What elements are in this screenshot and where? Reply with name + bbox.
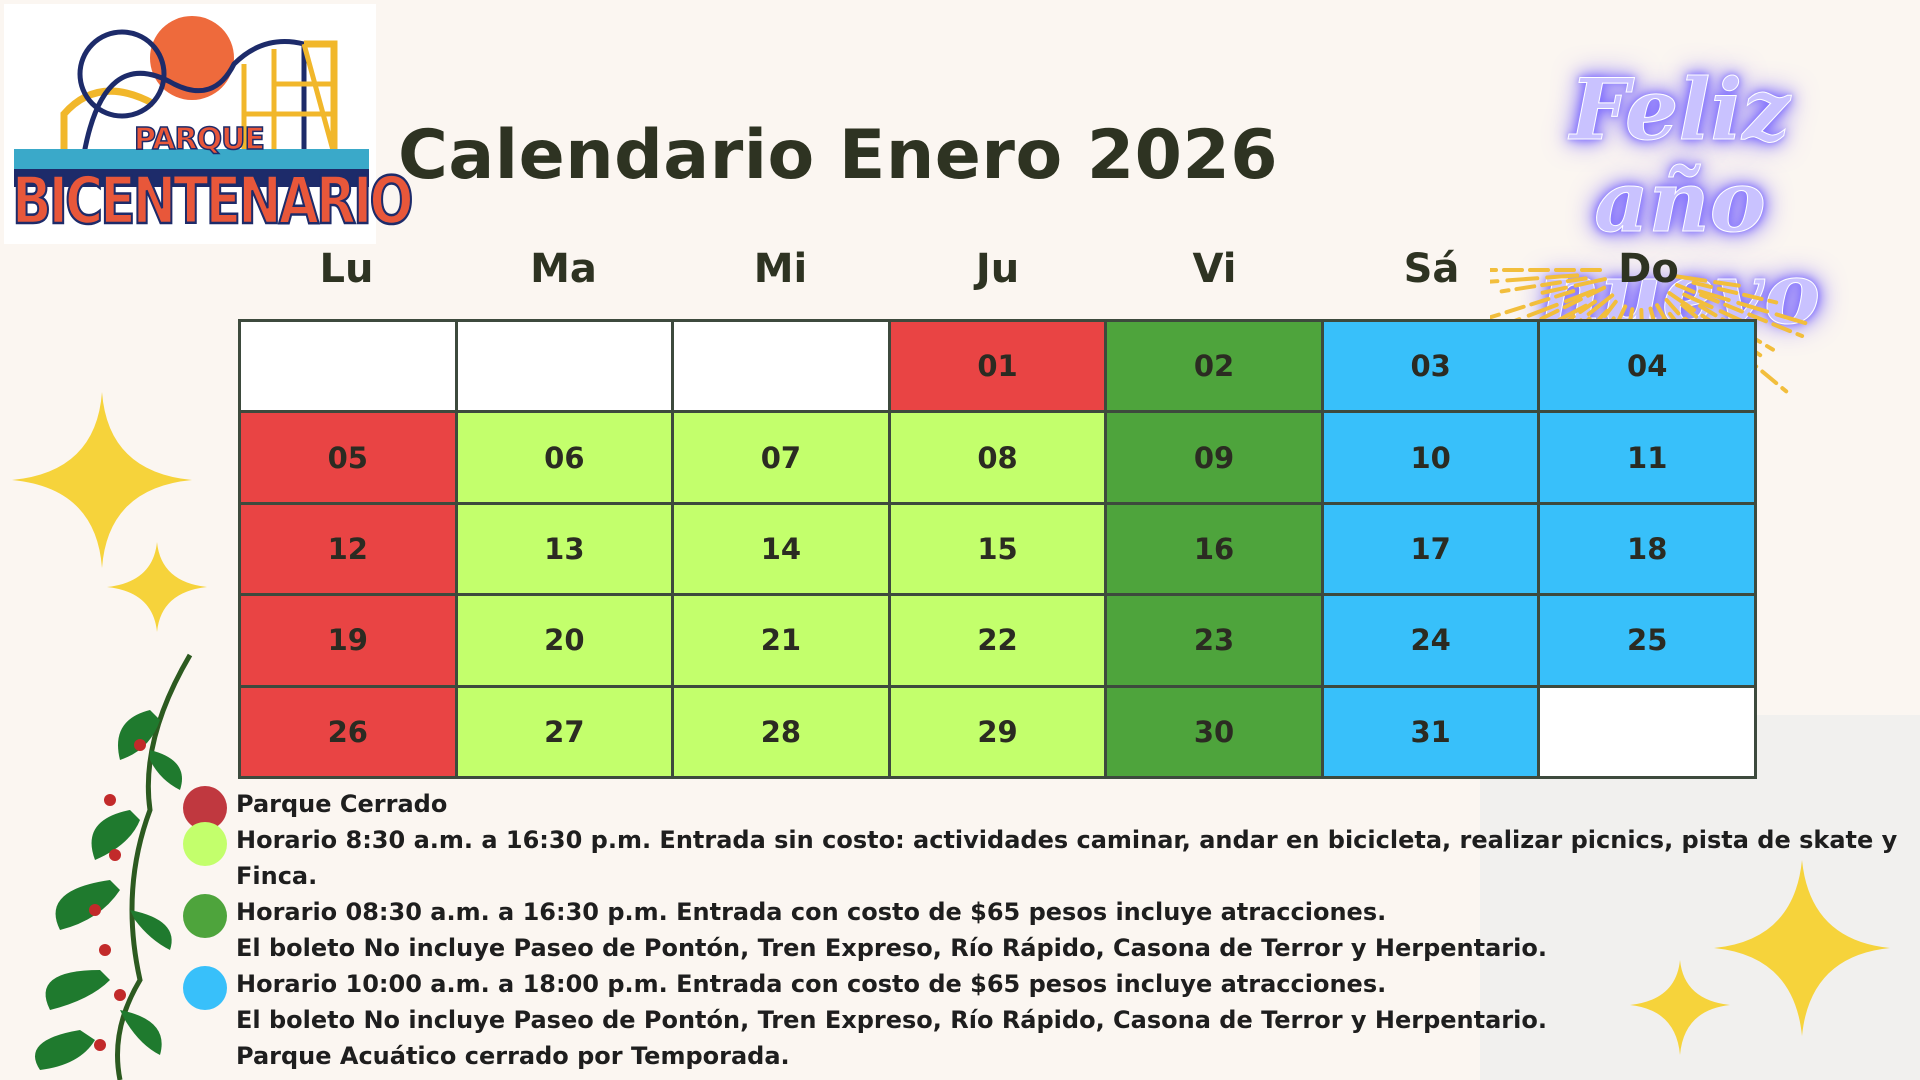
park-logo: PARQUE BICENTENARIO bbox=[4, 4, 415, 244]
legend-text: Parque Acuático cerrado por Temporada. bbox=[236, 1042, 790, 1070]
day-cell-22: 22 bbox=[890, 596, 1105, 685]
sparkle-star-icon-2 bbox=[1630, 860, 1890, 1055]
weekday-2: Mi bbox=[753, 246, 808, 292]
day-cell-31: 31 bbox=[1323, 687, 1538, 776]
roller-coaster-icon bbox=[14, 16, 369, 187]
empty-cell bbox=[674, 322, 888, 411]
day-cell-24: 24 bbox=[1323, 596, 1538, 685]
day-cell-10: 10 bbox=[1323, 413, 1538, 502]
legend-item-paid: Horario 08:30 a.m. a 16:30 p.m. Entrada … bbox=[183, 894, 1903, 966]
day-cell-18: 18 bbox=[1540, 504, 1754, 594]
day-cell-21: 21 bbox=[674, 596, 888, 685]
legend-dot-free bbox=[183, 822, 227, 866]
legend-item-free: Horario 8:30 a.m. a 16:30 p.m. Entrada s… bbox=[183, 822, 1903, 894]
weekday-1: Ma bbox=[530, 246, 597, 292]
legend-text: Horario 10:00 a.m. a 18:00 p.m. Entrada … bbox=[236, 970, 1387, 998]
day-cell-04: 04 bbox=[1540, 322, 1754, 411]
day-cell-13: 13 bbox=[457, 504, 672, 594]
weekday-6: Do bbox=[1618, 246, 1679, 292]
page-title: Calendario Enero 2026 bbox=[398, 116, 1279, 195]
day-cell-01: 01 bbox=[890, 322, 1105, 411]
day-cell-19: 19 bbox=[241, 596, 455, 685]
holly-leaves-icon bbox=[35, 653, 193, 1080]
weekday-5: Sá bbox=[1403, 246, 1460, 292]
day-cell-17: 17 bbox=[1323, 504, 1538, 594]
empty-cell bbox=[457, 322, 672, 411]
legend-text: El boleto No incluye Paseo de Pontón, Tr… bbox=[236, 1006, 1547, 1034]
day-cell-27: 27 bbox=[457, 687, 672, 776]
legend-item-weekend: Horario 10:00 a.m. a 18:00 p.m. Entrada … bbox=[183, 966, 1903, 1074]
legend-dot-paid bbox=[183, 894, 227, 938]
empty-cell bbox=[1540, 687, 1754, 776]
day-cell-29: 29 bbox=[890, 687, 1105, 776]
legend-dot-weekend bbox=[183, 966, 227, 1010]
logo-text-bicentenario: BICENTENARIO bbox=[11, 163, 415, 241]
day-cell-02: 02 bbox=[1107, 322, 1321, 411]
legend-text: Horario 8:30 a.m. a 16:30 p.m. Entrada s… bbox=[236, 826, 1898, 890]
day-cell-03: 03 bbox=[1323, 322, 1538, 411]
weekday-3: Ju bbox=[975, 246, 1020, 292]
empty-cell bbox=[241, 322, 455, 411]
day-cell-23: 23 bbox=[1107, 596, 1321, 685]
day-cell-15: 15 bbox=[890, 504, 1105, 594]
day-cell-07: 07 bbox=[674, 413, 888, 502]
legend-text: Horario 08:30 a.m. a 16:30 p.m. Entrada … bbox=[236, 898, 1387, 926]
day-cell-25: 25 bbox=[1540, 596, 1754, 685]
greeting-line-1: Feliz año bbox=[1569, 60, 1790, 251]
day-cell-12: 12 bbox=[241, 504, 455, 594]
day-cell-11: 11 bbox=[1540, 413, 1754, 502]
legend-item-closed: Parque Cerrado bbox=[183, 786, 1903, 830]
day-cell-09: 09 bbox=[1107, 413, 1321, 502]
legend: Parque Cerrado Horario 8:30 a.m. a 16:30 … bbox=[183, 786, 1903, 1074]
day-cell-14: 14 bbox=[674, 504, 888, 594]
day-cell-08: 08 bbox=[890, 413, 1105, 502]
weekday-header: Lu Ma Mi Ju Vi Sá Do bbox=[238, 246, 1758, 306]
legend-text: El boleto No incluye Paseo de Pontón, Tr… bbox=[236, 934, 1547, 962]
day-cell-16: 16 bbox=[1107, 504, 1321, 594]
day-cell-28: 28 bbox=[674, 687, 888, 776]
sparkle-star-icon bbox=[12, 392, 207, 632]
day-cell-06: 06 bbox=[457, 413, 672, 502]
day-cell-26: 26 bbox=[241, 687, 455, 776]
calendar-grid: 01 02 03 04 05 06 07 08 09 10 11 12 13 14 15 16 17 18 19 20… bbox=[238, 319, 1757, 779]
day-cell-30: 30 bbox=[1107, 687, 1321, 776]
day-cell-05: 05 bbox=[241, 413, 455, 502]
day-cell-20: 20 bbox=[457, 596, 672, 685]
weekday-0: Lu bbox=[319, 246, 374, 292]
legend-text: Parque Cerrado bbox=[236, 790, 448, 818]
weekday-4: Vi bbox=[1192, 246, 1237, 292]
logo-text-parque: PARQUE bbox=[133, 121, 265, 158]
